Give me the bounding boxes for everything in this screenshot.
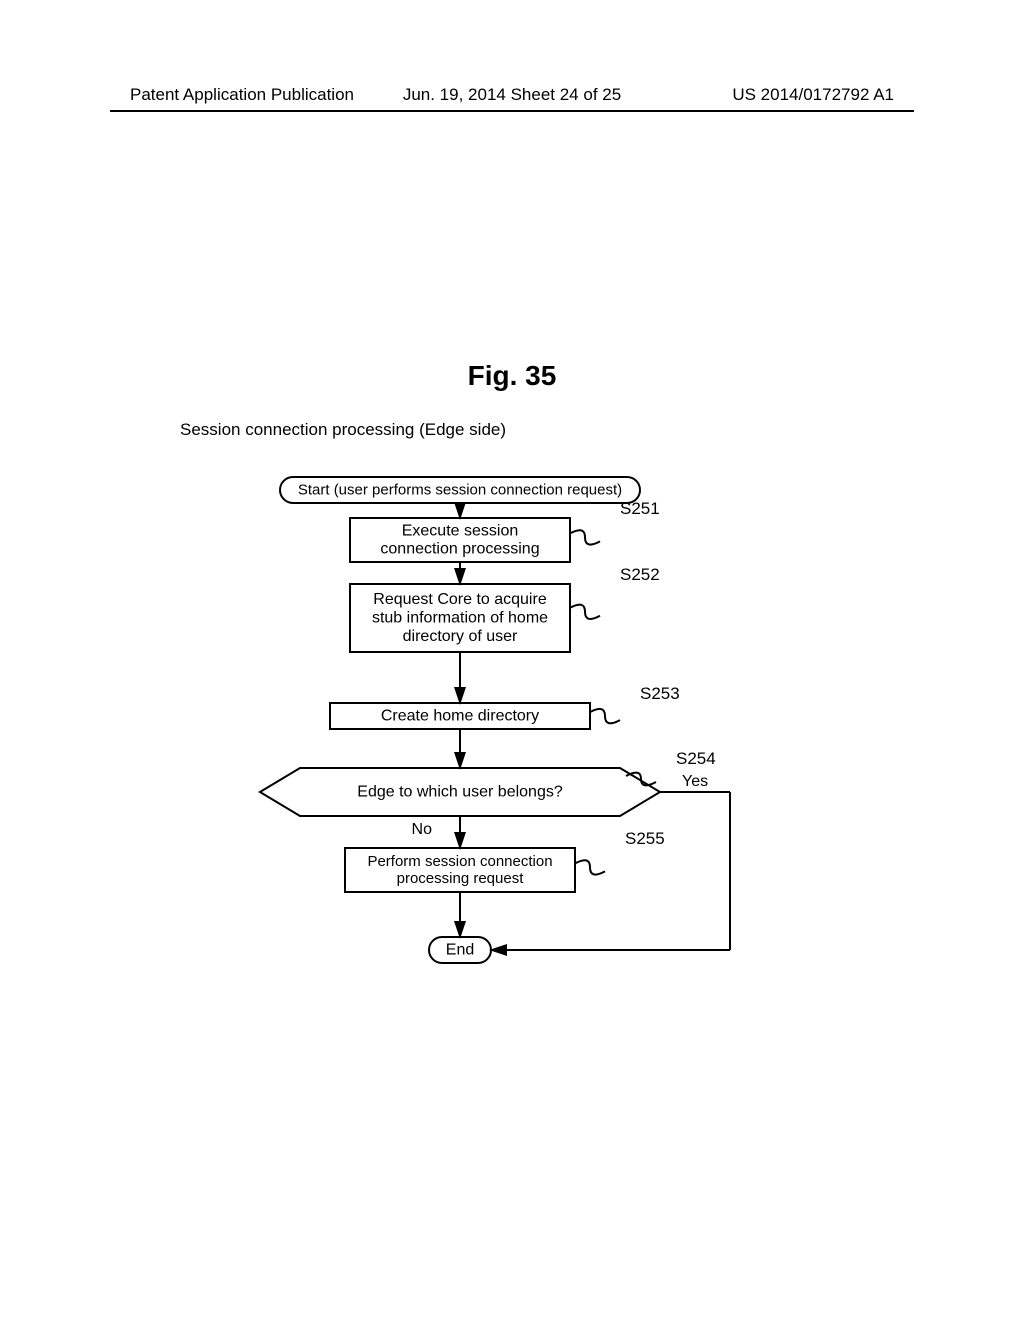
svg-text:directory of user: directory of user	[403, 628, 518, 645]
figure-subtitle: Session connection processing (Edge side…	[180, 420, 506, 440]
svg-text:S254: S254	[676, 749, 716, 768]
header-divider	[110, 110, 914, 112]
svg-text:S251: S251	[620, 499, 660, 518]
svg-text:processing request: processing request	[397, 870, 525, 887]
svg-text:Request Core to acquire: Request Core to acquire	[373, 591, 547, 608]
svg-text:S253: S253	[640, 684, 680, 703]
flowchart: Start (user performs session connection …	[180, 460, 820, 1025]
svg-text:S255: S255	[625, 829, 665, 848]
figure-title: Fig. 35	[0, 360, 1024, 392]
svg-text:End: End	[446, 942, 474, 959]
svg-text:No: No	[412, 821, 433, 838]
svg-text:Yes: Yes	[682, 773, 708, 790]
svg-text:Start (user performs session c: Start (user performs session connection …	[298, 482, 622, 499]
svg-text:Perform session connection: Perform session connection	[367, 853, 552, 870]
header-middle: Jun. 19, 2014 Sheet 24 of 25	[403, 85, 621, 105]
svg-text:Execute session: Execute session	[402, 522, 519, 539]
header-right: US 2014/0172792 A1	[732, 85, 894, 105]
svg-text:S252: S252	[620, 565, 660, 584]
svg-text:stub information of home: stub information of home	[372, 610, 548, 627]
svg-text:Create home directory: Create home directory	[381, 708, 539, 725]
svg-text:Edge to which user belongs?: Edge to which user belongs?	[357, 784, 563, 801]
page: Patent Application Publication Jun. 19, …	[0, 0, 1024, 1320]
header-left: Patent Application Publication	[130, 85, 354, 105]
svg-text:connection processing: connection processing	[380, 541, 539, 558]
page-header: Patent Application Publication Jun. 19, …	[130, 85, 894, 105]
